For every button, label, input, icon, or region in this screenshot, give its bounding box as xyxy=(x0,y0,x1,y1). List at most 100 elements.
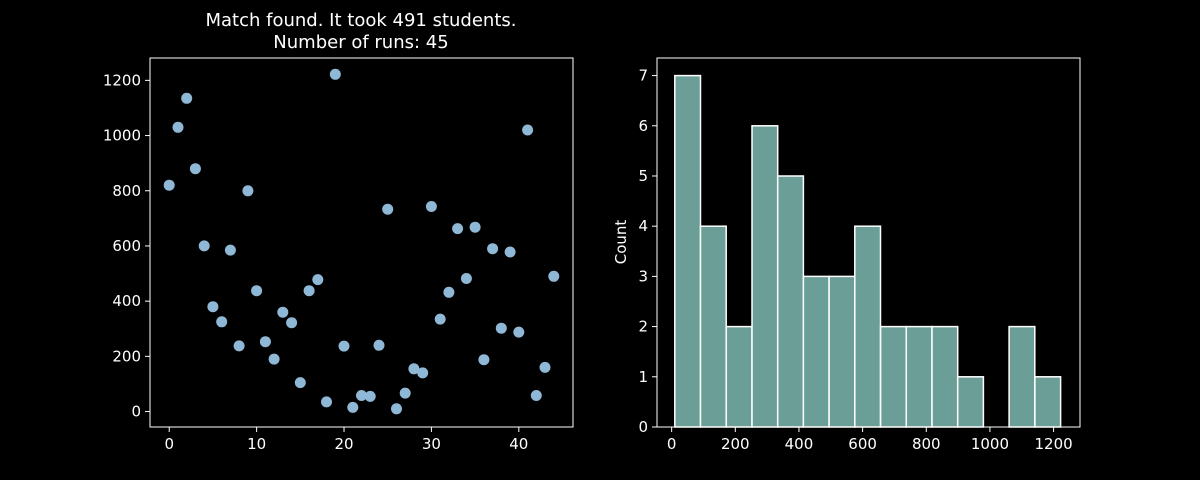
scatter-point xyxy=(321,396,332,408)
scatter-axes-frame xyxy=(149,57,574,428)
histogram-y-tick-label: 3 xyxy=(638,267,648,285)
scatter-point xyxy=(382,203,394,215)
scatter-point xyxy=(303,285,315,297)
scatter-points xyxy=(163,68,560,415)
histogram-x-tick-label: 1200 xyxy=(1034,435,1072,453)
histogram-axes-frame xyxy=(656,57,1081,428)
scatter-point xyxy=(207,301,219,313)
histogram-y-axis-ticks: 0 1 2 3 4 5 6 7 xyxy=(638,67,657,436)
scatter-point xyxy=(259,336,271,348)
scatter-point xyxy=(294,377,306,389)
scatter-point xyxy=(495,322,507,334)
scatter-y-tick-label: 1000 xyxy=(103,127,141,145)
histogram-x-axis-ticks: 0 200 400 600 800 1000 1200 xyxy=(667,427,1073,453)
scatter-point xyxy=(216,316,228,328)
histogram-y-axis-label: Count xyxy=(612,220,630,265)
histogram-x-tick-label: 1000 xyxy=(971,435,1009,453)
scatter-point xyxy=(487,243,499,255)
histogram-panel: 0 200 400 600 800 1000 1200 0 1 2 3 4 5 6 7 Count xyxy=(612,57,1081,453)
histogram-x-tick-label: 800 xyxy=(912,435,941,453)
scatter-point xyxy=(268,353,280,365)
scatter-point xyxy=(434,313,446,325)
histogram-bar xyxy=(751,125,779,428)
scatter-title-line1: Match found. It took 491 students. xyxy=(206,10,517,31)
histogram-x-tick-label: 200 xyxy=(721,435,750,453)
scatter-point xyxy=(417,367,429,379)
scatter-point xyxy=(364,390,376,402)
scatter-point xyxy=(224,244,236,256)
histogram-y-tick-label: 5 xyxy=(638,167,648,185)
scatter-point xyxy=(391,403,402,415)
scatter-x-tick-label: 0 xyxy=(164,435,174,453)
scatter-point xyxy=(478,354,490,366)
scatter-point xyxy=(522,124,534,136)
scatter-point xyxy=(460,273,472,284)
histogram-x-tick-label: 0 xyxy=(667,435,677,453)
scatter-point xyxy=(172,121,184,133)
scatter-point xyxy=(539,361,551,373)
scatter-x-tick-label: 10 xyxy=(247,435,266,453)
scatter-panel: Match found. It took 491 students. Numbe… xyxy=(103,10,574,453)
scatter-point xyxy=(443,286,455,298)
scatter-point xyxy=(530,390,542,401)
histogram-y-tick-label: 4 xyxy=(638,217,648,235)
scatter-title-line2: Number of runs: 45 xyxy=(273,32,448,53)
histogram-bar xyxy=(776,175,805,428)
scatter-point xyxy=(251,285,263,297)
scatter-y-tick-label: 800 xyxy=(112,182,141,200)
histogram-y-tick-label: 1 xyxy=(638,368,648,386)
histogram-bar xyxy=(931,325,959,428)
scatter-point xyxy=(347,401,359,413)
scatter-point xyxy=(504,246,516,258)
scatter-y-tick-label: 0 xyxy=(131,403,141,421)
scatter-point xyxy=(452,223,464,235)
scatter-point xyxy=(408,363,420,375)
scatter-y-tick-label: 400 xyxy=(112,292,141,310)
scatter-x-axis-ticks: 0 10 20 30 40 xyxy=(164,427,528,453)
scatter-point xyxy=(163,179,175,191)
scatter-point xyxy=(425,201,437,212)
histogram-bar xyxy=(905,325,933,428)
scatter-x-tick-label: 30 xyxy=(422,435,441,453)
histogram-y-tick-label: 2 xyxy=(638,318,648,336)
histogram-x-tick-label: 600 xyxy=(848,435,877,453)
scatter-y-tick-label: 600 xyxy=(112,237,141,255)
histogram-bar xyxy=(854,225,882,428)
scatter-x-tick-label: 20 xyxy=(334,435,353,453)
histogram-y-tick-label: 0 xyxy=(638,418,648,436)
histogram-x-tick-label: 400 xyxy=(785,435,814,453)
histogram-bar xyxy=(1008,325,1036,428)
scatter-point xyxy=(181,92,193,104)
scatter-point xyxy=(233,340,245,352)
scatter-x-tick-label: 40 xyxy=(509,435,528,453)
scatter-y-tick-label: 1200 xyxy=(103,71,141,89)
scatter-point xyxy=(338,340,350,352)
histogram-bar xyxy=(828,275,856,428)
scatter-point xyxy=(189,163,201,175)
scatter-point xyxy=(198,240,210,252)
histogram-bar xyxy=(1034,376,1062,428)
scatter-y-axis-ticks: 0 200 400 600 800 1000 1200 xyxy=(103,71,150,421)
scatter-point xyxy=(373,339,385,351)
scatter-point xyxy=(399,387,411,399)
scatter-point xyxy=(356,390,367,401)
scatter-point xyxy=(469,221,481,233)
histogram-bar xyxy=(674,74,702,428)
scatter-point xyxy=(277,306,289,318)
histogram-bar xyxy=(802,275,830,428)
histogram-y-tick-label: 7 xyxy=(638,67,648,85)
histogram-bar xyxy=(699,225,727,428)
scatter-point xyxy=(242,185,254,197)
histogram-y-tick-label: 6 xyxy=(638,117,648,135)
histogram-bar xyxy=(956,376,985,428)
scatter-y-tick-label: 200 xyxy=(112,347,141,365)
scatter-point xyxy=(329,68,341,80)
histogram-bar xyxy=(879,325,908,428)
histogram-bar xyxy=(725,325,753,428)
scatter-point xyxy=(312,274,324,286)
scatter-point xyxy=(286,317,298,329)
scatter-point xyxy=(548,270,560,282)
scatter-point xyxy=(513,326,525,338)
